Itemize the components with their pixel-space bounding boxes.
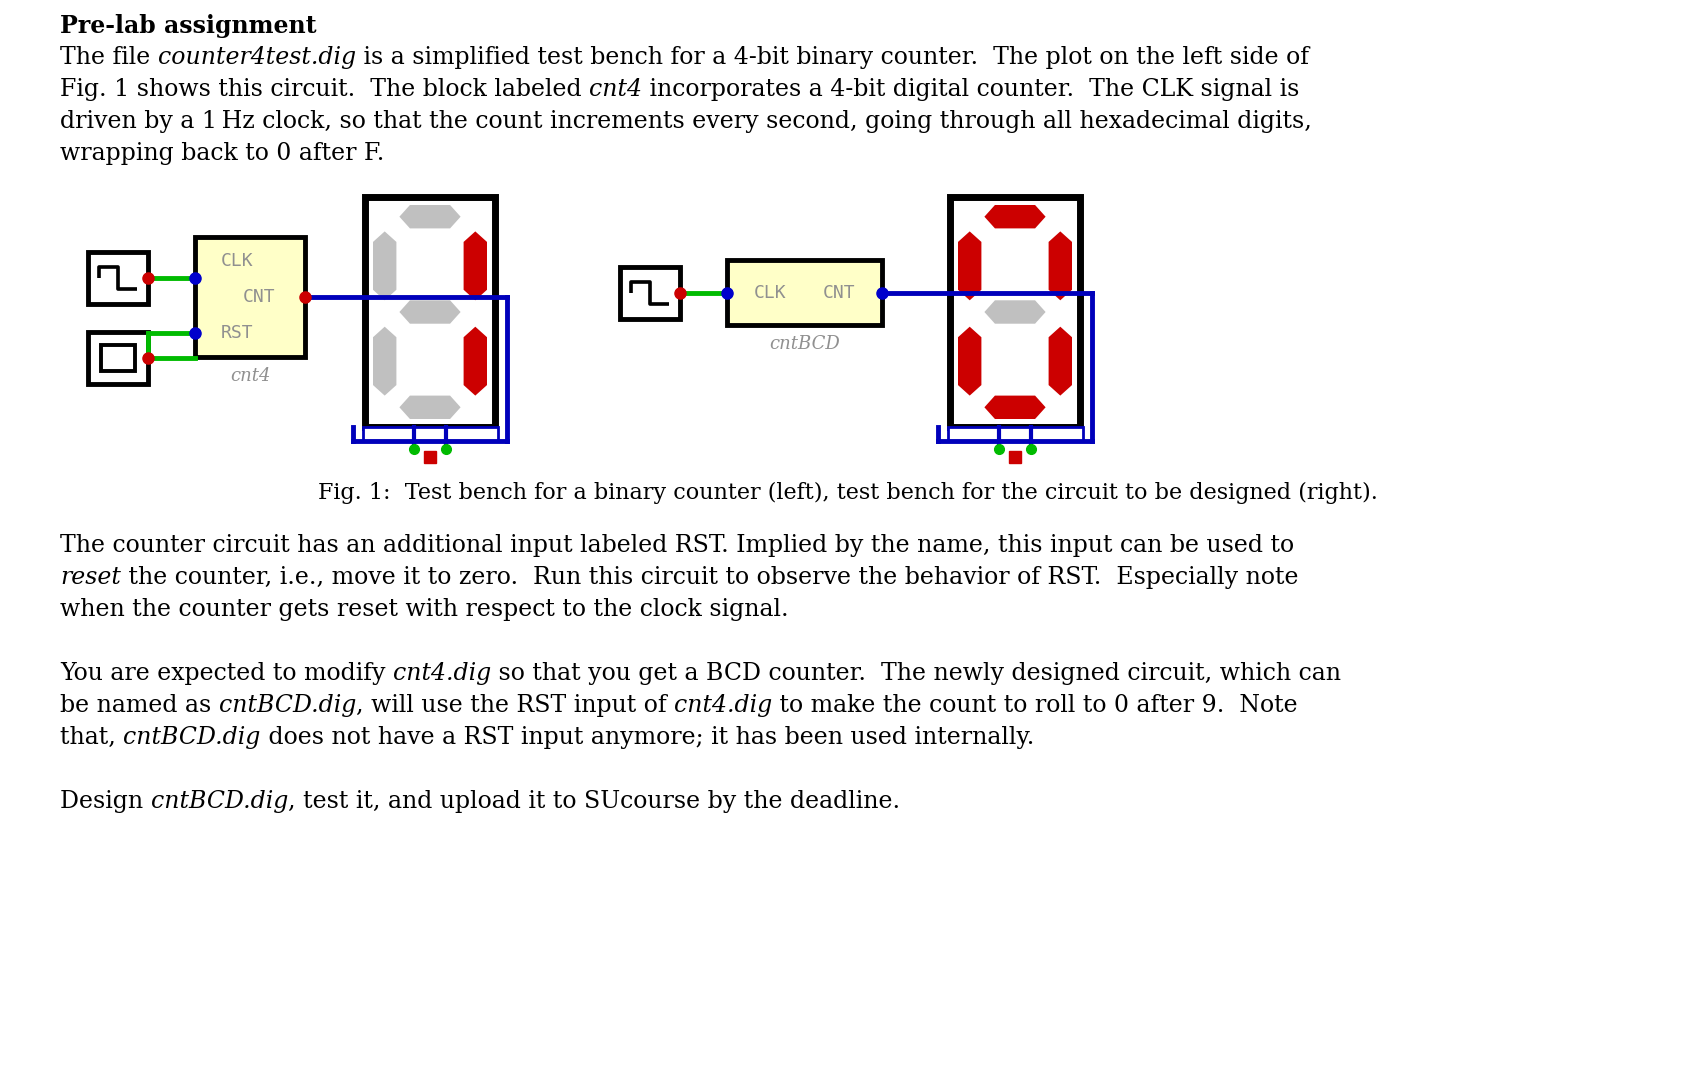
Text: counter4test.dig: counter4test.dig	[158, 46, 356, 69]
Polygon shape	[463, 326, 487, 396]
Polygon shape	[463, 232, 487, 300]
Text: when the counter gets reset with respect to the clock signal.: when the counter gets reset with respect…	[59, 598, 789, 621]
Bar	[88, 332, 148, 384]
Text: Fig. 1:  Test bench for a binary counter (left), test bench for the circuit to b: Fig. 1: Test bench for a binary counter …	[319, 482, 1377, 504]
Polygon shape	[399, 300, 461, 324]
Text: cnt4: cnt4	[589, 78, 643, 101]
Polygon shape	[399, 396, 461, 419]
Polygon shape	[1048, 232, 1072, 300]
Bar	[621, 267, 680, 319]
Text: cntBCD.dig: cntBCD.dig	[219, 694, 356, 717]
Polygon shape	[399, 205, 461, 228]
Text: CNT: CNT	[243, 288, 275, 306]
Text: so that you get a BCD counter.  The newly designed circuit, which can: so that you get a BCD counter. The newly…	[492, 662, 1342, 685]
Text: wrapping back to 0 after F.: wrapping back to 0 after F.	[59, 143, 385, 165]
Bar	[950, 197, 1080, 426]
Text: Design: Design	[59, 790, 151, 813]
Text: , will use the RST input of: , will use the RST input of	[356, 694, 675, 717]
Text: CLK: CLK	[220, 252, 253, 270]
Text: CNT: CNT	[823, 284, 855, 301]
Polygon shape	[984, 396, 1046, 419]
Text: You are expected to modify: You are expected to modify	[59, 662, 393, 685]
Text: cntBCD.dig: cntBCD.dig	[151, 790, 288, 813]
Bar	[365, 197, 495, 426]
Text: cnt4.dig: cnt4.dig	[675, 694, 772, 717]
Polygon shape	[984, 300, 1046, 324]
Bar	[195, 237, 305, 357]
Polygon shape	[984, 205, 1046, 228]
Bar	[948, 426, 1084, 441]
Polygon shape	[1048, 326, 1072, 396]
Text: cnt4: cnt4	[229, 367, 270, 385]
Polygon shape	[373, 232, 397, 300]
Text: driven by a 1 Hz clock, so that the count increments every second, going through: driven by a 1 Hz clock, so that the coun…	[59, 110, 1313, 133]
Text: The counter circuit has an additional input labeled RST. Implied by the name, th: The counter circuit has an additional in…	[59, 534, 1294, 557]
Text: , test it, and upload it to SUcourse by the deadline.: , test it, and upload it to SUcourse by …	[288, 790, 901, 813]
Text: Fig. 1 shows this circuit.  The block labeled: Fig. 1 shows this circuit. The block lab…	[59, 78, 589, 101]
Polygon shape	[958, 326, 982, 396]
Text: cnt4.dig: cnt4.dig	[393, 662, 492, 685]
Text: incorporates a 4-bit digital counter.  The CLK signal is: incorporates a 4-bit digital counter. Th…	[643, 78, 1299, 101]
Bar	[88, 252, 148, 304]
Text: Pre-lab assignment: Pre-lab assignment	[59, 14, 317, 38]
Text: cntBCD.dig: cntBCD.dig	[124, 726, 261, 749]
Bar	[102, 345, 134, 371]
Text: that,: that,	[59, 726, 124, 749]
Text: cntBCD: cntBCD	[768, 335, 840, 353]
Text: RST: RST	[220, 324, 253, 342]
Text: CLK: CLK	[755, 284, 787, 301]
Text: be named as: be named as	[59, 694, 219, 717]
Bar	[363, 426, 499, 441]
Text: is a simplified test bench for a 4-bit binary counter.  The plot on the left sid: is a simplified test bench for a 4-bit b…	[356, 46, 1309, 69]
Text: to make the count to roll to 0 after 9.  Note: to make the count to roll to 0 after 9. …	[772, 694, 1297, 717]
Polygon shape	[373, 326, 397, 396]
Polygon shape	[958, 232, 982, 300]
Text: The file: The file	[59, 46, 158, 69]
Bar	[728, 260, 882, 325]
Text: does not have a RST input anymore; it has been used internally.: does not have a RST input anymore; it ha…	[261, 726, 1035, 749]
Text: reset: reset	[59, 566, 120, 589]
Text: the counter, i.e., move it to zero.  Run this circuit to observe the behavior of: the counter, i.e., move it to zero. Run …	[120, 566, 1299, 589]
